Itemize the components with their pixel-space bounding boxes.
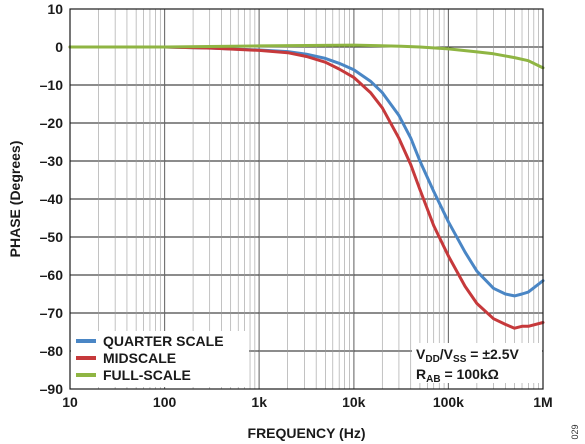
annotation-background [412, 343, 542, 383]
annotation-text: /V [440, 346, 454, 362]
y-axis-title: PHASE (Degrees) [7, 141, 23, 258]
annotation-subscript: DD [425, 354, 439, 365]
series-line [68, 43, 545, 70]
x-tick-label: 1k [251, 394, 267, 410]
figure-id: 029 [570, 424, 580, 439]
annotation-resistance: RAB = 100kΩ [416, 366, 499, 385]
y-tick-label: –80 [40, 343, 64, 359]
series-lines [68, 43, 545, 330]
x-tick-label: 100k [433, 394, 464, 410]
legend-label: QUARTER SCALE [103, 333, 224, 349]
legend-label: FULL-SCALE [103, 367, 191, 383]
y-tick-label: 10 [47, 1, 63, 17]
series-line [68, 45, 545, 330]
y-tick-label: –60 [40, 267, 64, 283]
y-tick-label: –20 [40, 115, 64, 131]
y-tick-label: –90 [40, 381, 64, 397]
x-tick-label: 10k [342, 394, 366, 410]
y-tick-labels: 10 0 –10 –20 –30 –40 –50 –60 –70 –80 –90 [40, 1, 64, 397]
legend-label: MIDSCALE [103, 350, 176, 366]
series-line [68, 45, 545, 298]
y-tick-label: –50 [40, 229, 64, 245]
y-tick-label: –30 [40, 153, 64, 169]
y-tick-label: 0 [55, 39, 63, 55]
legend-background [71, 331, 249, 387]
annotation-text: V [416, 346, 426, 362]
x-tick-label: 10 [62, 394, 78, 410]
annotation-text: R [416, 366, 426, 382]
annotation-supply: VDD/VSS = ±2.5V [416, 346, 519, 365]
x-tick-label: 100 [153, 394, 177, 410]
y-tick-label: –10 [40, 77, 64, 93]
annotation-text: = 100kΩ [441, 366, 499, 382]
annotation-subscript: AB [426, 374, 440, 385]
y-tick-label: –70 [40, 305, 64, 321]
annotation-subscript: SS [453, 354, 467, 365]
x-axis-title: FREQUENCY (Hz) [248, 425, 366, 441]
plot-frame [69, 8, 544, 390]
x-tick-label: 1M [533, 394, 552, 410]
y-tick-label: –40 [40, 191, 64, 207]
annotation-text: = ±2.5V [466, 346, 519, 362]
x-tick-labels: 10 100 1k 10k 100k 1M [62, 394, 553, 410]
